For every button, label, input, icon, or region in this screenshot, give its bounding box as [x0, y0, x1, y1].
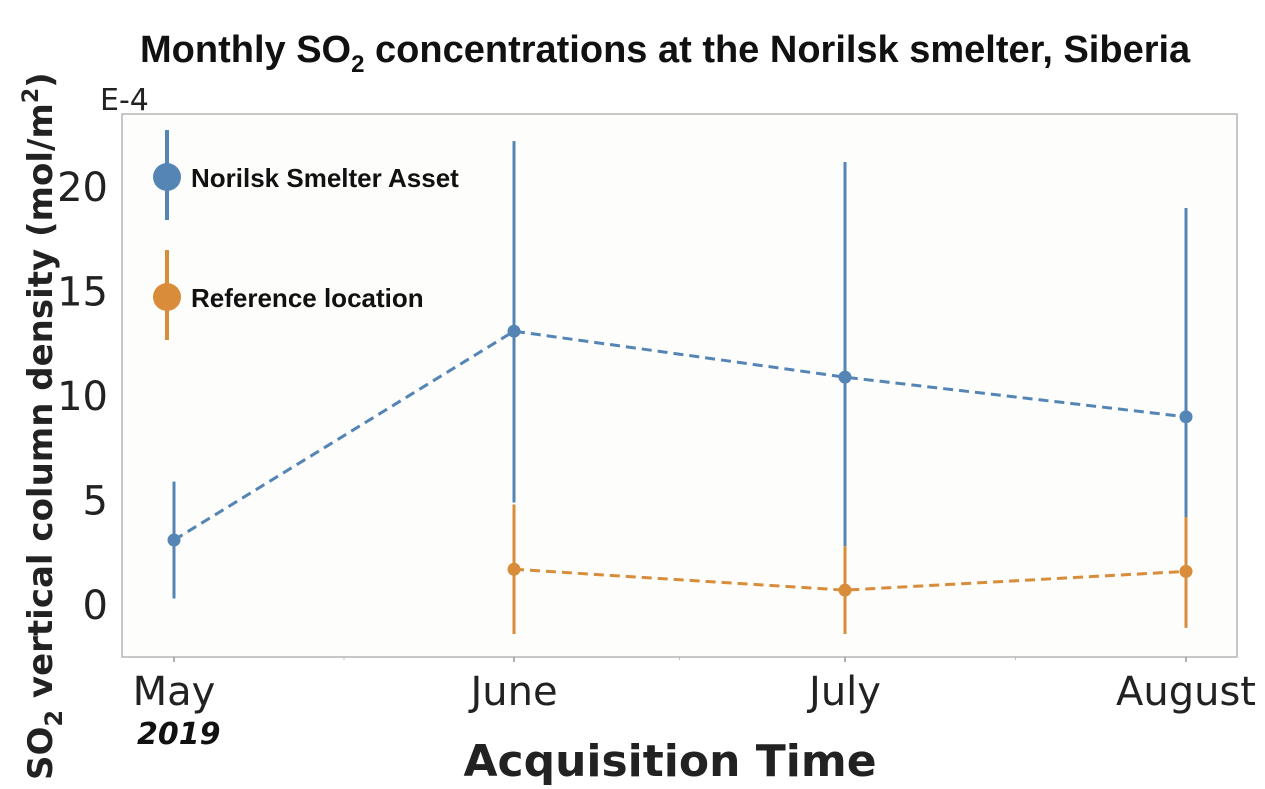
data-point	[507, 324, 521, 338]
legend-label: Reference location	[191, 283, 424, 313]
legend: Norilsk Smelter Asset Reference location	[153, 130, 459, 340]
y-exponent-label: E-4	[100, 83, 149, 118]
x-tick-label: May	[133, 669, 216, 715]
series-reference-location	[507, 504, 1193, 635]
y-tick-label: 0	[83, 583, 108, 629]
data-point	[507, 562, 521, 576]
y-tick-label: 5	[83, 478, 108, 524]
x-tick-label: August	[1116, 669, 1256, 715]
x-axis-label: Acquisition Time	[463, 736, 876, 787]
y-tick-label: 15	[57, 270, 108, 316]
x-tick-label: June	[467, 669, 557, 715]
plot-area	[121, 113, 1238, 658]
legend-label: Norilsk Smelter Asset	[191, 163, 459, 193]
y-tick-label: 10	[57, 374, 108, 420]
legend-marker	[153, 163, 181, 191]
y-tick-label: 20	[57, 165, 108, 211]
data-point	[1179, 564, 1193, 578]
x-year-label: 2019	[137, 717, 221, 752]
legend-marker	[153, 283, 181, 311]
chart-title: Monthly SO2 concentrations at the Norils…	[140, 29, 1191, 78]
legend-item: Norilsk Smelter Asset	[153, 130, 459, 220]
series-layer	[167, 141, 1193, 635]
series-line	[173, 329, 1187, 542]
data-point	[838, 583, 852, 597]
y-axis-label: SO2 vertical column density (mol/m2)	[19, 72, 68, 780]
data-point	[1179, 410, 1193, 424]
legend-item: Reference location	[153, 250, 424, 340]
data-point	[167, 533, 181, 547]
x-tick-label: July	[806, 669, 881, 715]
axis-ticks: 0 5 10 15 20 May June July August	[57, 165, 1256, 715]
data-point	[838, 370, 852, 384]
